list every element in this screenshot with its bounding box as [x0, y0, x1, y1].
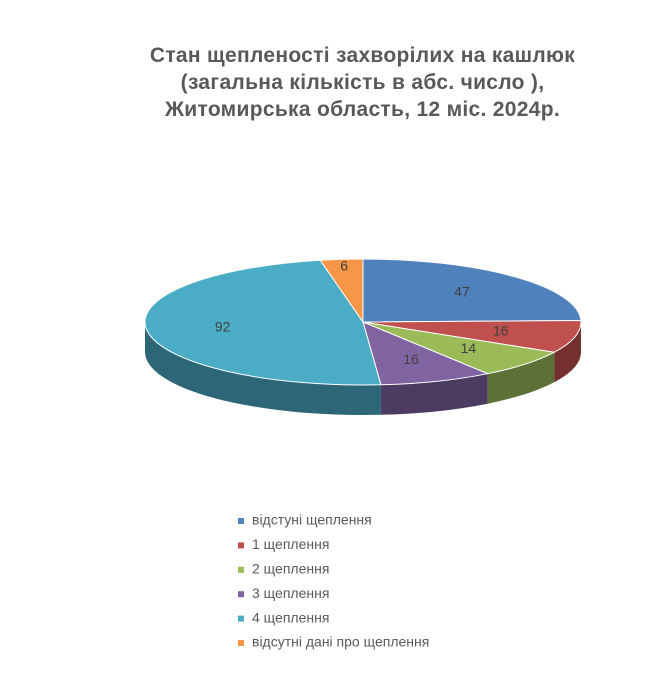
- data-label: 92: [215, 318, 231, 334]
- slice: [319, 258, 364, 324]
- slice-side: [554, 322, 581, 383]
- legend-swatch: [238, 615, 244, 622]
- legend-swatch: [238, 591, 244, 598]
- data-label: 16: [403, 351, 419, 367]
- data-label: 47: [454, 283, 470, 299]
- legend-label: 2 щеплення: [252, 561, 329, 577]
- slice: [362, 321, 490, 386]
- slice-side: [487, 352, 555, 404]
- legend-label: відсутні дані про щеплення: [252, 634, 429, 650]
- slice-side: [145, 322, 381, 415]
- data-label: 14: [461, 340, 477, 356]
- slice: [362, 258, 582, 323]
- data-label: 6: [340, 258, 348, 274]
- legend-label: 4 щеплення: [252, 609, 329, 625]
- legend-label: 1 щеплення: [252, 536, 329, 552]
- slice: [144, 259, 382, 386]
- slice: [362, 319, 582, 353]
- legend-label: 3 щеплення: [252, 585, 329, 601]
- legend-swatch: [238, 640, 244, 646]
- chart-title: Стан щепленості захворілих на кашлюк (за…: [149, 44, 576, 121]
- legend-label: відстуні щеплення: [252, 512, 372, 528]
- slice: [362, 321, 556, 375]
- legend-swatch: [238, 518, 244, 524]
- legend-swatch: [238, 566, 244, 573]
- data-label: 16: [493, 322, 509, 338]
- legend-swatch: [238, 542, 244, 549]
